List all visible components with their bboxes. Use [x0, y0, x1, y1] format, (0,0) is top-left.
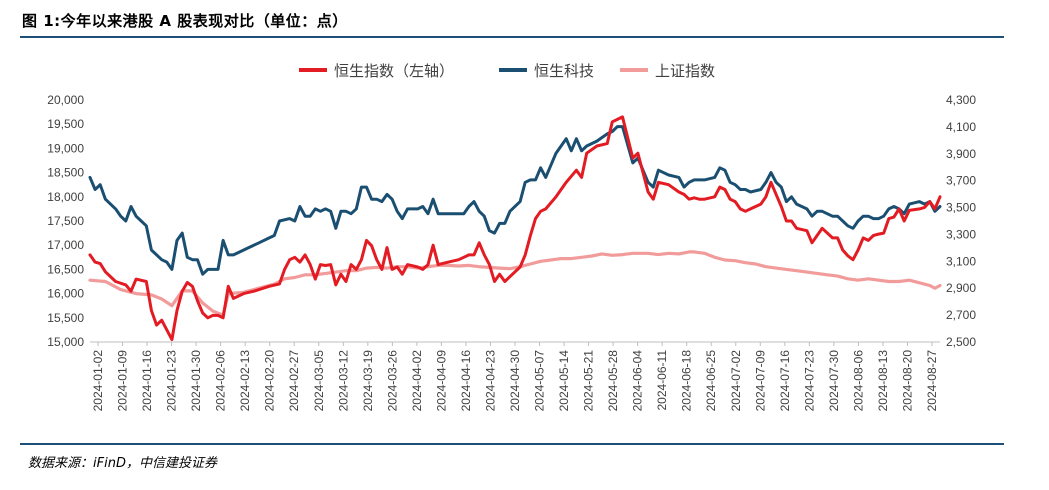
right-axis-tick-label: 3,100 — [946, 254, 976, 268]
x-axis-tick-label: 2024-02-13 — [238, 350, 252, 412]
left-axis-tick-label: 20,000 — [47, 93, 84, 107]
x-axis-tick-label: 2024-01-30 — [189, 350, 203, 412]
x-axis-tick-label: 2024-04-16 — [459, 350, 473, 412]
left-axis-tick-label: 15,000 — [47, 335, 84, 349]
series-line-hstech — [88, 125, 942, 276]
axes: 15,000 15,500 16,000 16,500 17,000 17,500 18,0… — [47, 93, 976, 411]
left-axis-tick-label: 15,500 — [47, 311, 84, 325]
x-axis-tick-label: 2024-07-16 — [778, 350, 792, 412]
right-axis-tick-label: 2,700 — [946, 308, 976, 322]
x-axis-tick-label: 2024-07-09 — [753, 350, 767, 412]
x-axis-tick-label: 2024-01-09 — [116, 350, 130, 412]
left-axis-tick-label: 18,500 — [47, 166, 84, 180]
left-axis-tick-label: 19,000 — [47, 141, 84, 155]
x-axis-tick-label: 2024-04-09 — [434, 350, 448, 412]
x-axis-tick-label: 2024-03-12 — [336, 350, 350, 412]
x-axis-tick-label: 2024-03-05 — [312, 350, 326, 412]
series-line-shanghai — [88, 250, 942, 317]
x-axis-tick-label: 2024-07-02 — [729, 350, 743, 412]
right-axis-tick-label: 2,900 — [946, 281, 976, 295]
left-axis-tick-label: 17,000 — [47, 238, 84, 252]
x-axis-tick-label: 2024-02-20 — [263, 350, 277, 412]
legend-label-shanghai: 上证指数 — [655, 62, 715, 80]
x-axis-tick-label: 2024-07-30 — [827, 350, 841, 412]
x-axis-tick-label: 2024-04-02 — [410, 350, 424, 412]
source-note: 数据来源：iFinD，中信建投证券 — [28, 456, 217, 471]
title-rule — [20, 36, 1004, 38]
right-axis-tick-label: 3,700 — [946, 174, 976, 188]
left-axis-tick-label: 16,000 — [47, 287, 84, 301]
series-line-hsi — [88, 115, 942, 342]
left-axis-tick-label: 16,500 — [47, 262, 84, 276]
x-axis-tick-label: 2024-07-23 — [802, 350, 816, 412]
x-axis-tick-label: 2024-01-23 — [165, 350, 179, 412]
left-axis-tick-label: 17,500 — [47, 214, 84, 228]
x-axis-tick-label: 2024-04-30 — [508, 350, 522, 412]
x-axis-tick-label: 2024-05-28 — [606, 350, 620, 412]
right-axis-tick-label: 3,900 — [946, 147, 976, 161]
x-axis-tick-label: 2024-08-20 — [900, 350, 914, 412]
x-axis-tick-label: 2024-06-18 — [680, 350, 694, 412]
series-lines — [88, 115, 942, 342]
source-rule — [20, 443, 1004, 445]
x-axis-tick-label: 2024-08-13 — [876, 350, 890, 412]
x-axis-tick-label: 2024-08-06 — [851, 350, 865, 412]
legend-label-hstech: 恒生科技 — [534, 62, 594, 80]
left-axis-tick-label: 18,000 — [47, 190, 84, 204]
x-axis-tick-label: 2024-02-06 — [214, 350, 228, 412]
x-axis-tick-label: 2024-04-23 — [483, 350, 497, 412]
left-axis-tick-label: 19,500 — [47, 117, 84, 131]
right-axis-tick-label: 2,500 — [946, 335, 976, 349]
legend-label-hsi: 恒生指数（左轴） — [334, 62, 454, 80]
right-axis-tick-label: 4,100 — [946, 120, 976, 134]
x-axis-tick-label: 2024-01-02 — [91, 350, 105, 412]
x-axis-tick-label: 2024-03-19 — [361, 350, 375, 412]
x-axis-tick-label: 2024-03-26 — [385, 350, 399, 412]
right-axis-tick-label: 4,300 — [946, 93, 976, 107]
x-axis-tick-label: 2024-06-04 — [631, 350, 645, 412]
x-axis-tick-label: 2024-06-11 — [655, 350, 669, 411]
figure-title: 图 1:今年以来港股 A 股表现对比（单位：点） — [22, 12, 348, 30]
x-axis-tick-label: 2024-08-27 — [925, 350, 939, 412]
right-axis-tick-label: 3,300 — [946, 227, 976, 241]
x-axis-tick-label: 2024-06-25 — [704, 350, 718, 412]
x-axis-tick-label: 2024-02-27 — [287, 350, 301, 412]
x-axis-tick-label: 2024-05-21 — [582, 350, 596, 412]
right-axis-tick-label: 3,500 — [946, 201, 976, 215]
x-axis-tick-label: 2024-05-07 — [533, 350, 547, 412]
x-axis-tick-label: 2024-05-14 — [557, 350, 571, 412]
legend: 恒生指数（左轴） 恒生科技 上证指数 — [299, 62, 715, 80]
x-axis-tick-label: 2024-01-16 — [140, 350, 154, 412]
